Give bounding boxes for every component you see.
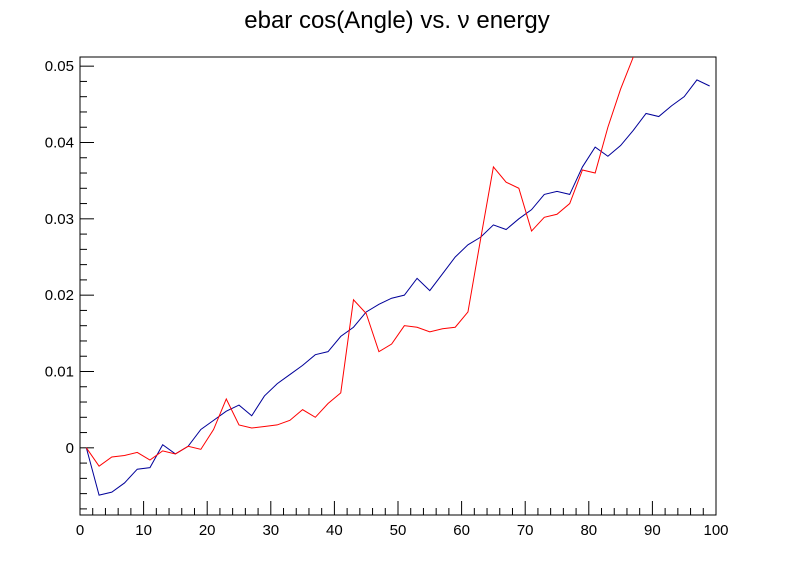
y-tick-label: 0.01	[45, 363, 74, 380]
y-tick-label: 0	[66, 440, 74, 457]
chart-title: ebar cos(Angle) vs. ν energy	[244, 7, 549, 34]
x-tick-label: 60	[453, 522, 470, 539]
y-tick-label: 0.04	[45, 134, 74, 151]
series-line-1	[85, 79, 710, 496]
series-layer	[85, 57, 710, 496]
x-tick-label: 30	[262, 522, 279, 539]
x-tick-label: 100	[703, 522, 728, 539]
x-tick-label: 0	[76, 522, 84, 539]
series-line-2	[85, 57, 634, 467]
x-tick-label: 40	[326, 522, 343, 539]
x-tick-label: 20	[199, 522, 216, 539]
x-tick-label: 70	[517, 522, 534, 539]
y-axis-ticks: 0 0.01 0.02 0.03 0.04 0.05	[45, 58, 94, 510]
x-tick-label: 50	[390, 522, 407, 539]
x-axis-ticks: 0 10 20 30 40 50 60 70 80 90 100	[76, 501, 729, 539]
plot-frame	[79, 56, 717, 516]
y-tick-label: 0.02	[45, 287, 74, 304]
x-tick-label: 10	[135, 522, 152, 539]
x-tick-label: 80	[580, 522, 597, 539]
y-tick-label: 0.03	[45, 211, 74, 228]
x-tick-label: 90	[644, 522, 661, 539]
y-tick-label: 0.05	[45, 58, 74, 75]
